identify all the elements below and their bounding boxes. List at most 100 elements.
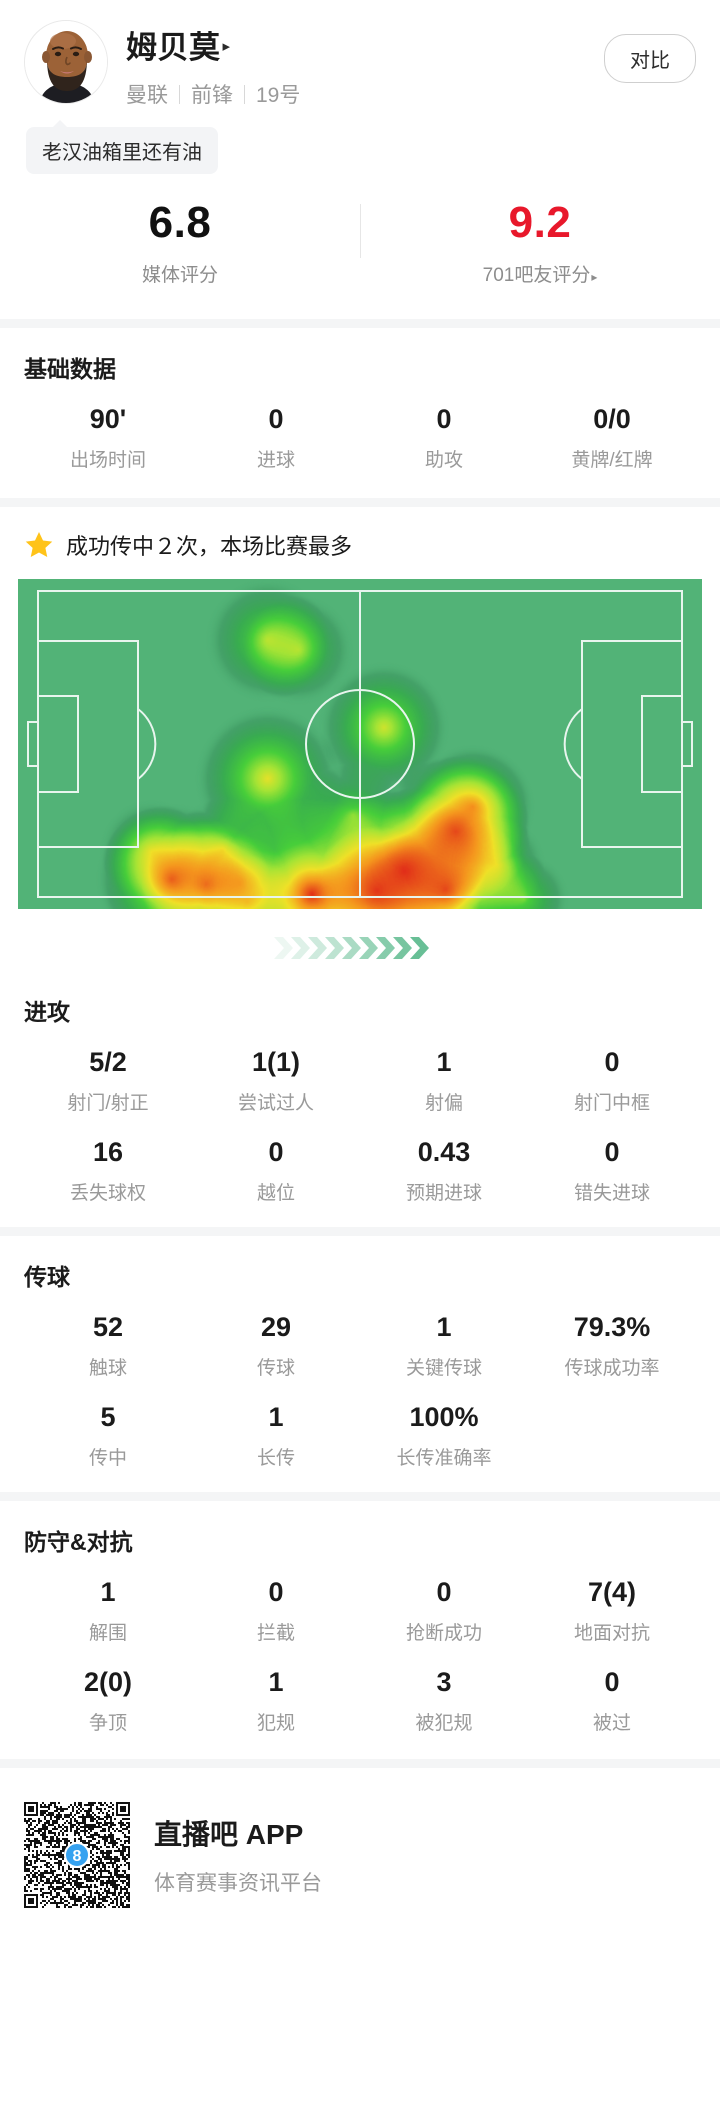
stat-label: 犯规	[256, 1713, 295, 1734]
section-attack: 进攻 5/2 射门/射正 1(1) 尝试过人 1 射偏 0 射门中框 16 丢失球权 0 越…	[0, 971, 720, 1211]
stat-label: 尝试过人	[237, 1093, 314, 1114]
fan-rating-value: 9.2	[508, 198, 572, 247]
section-separator	[0, 1227, 720, 1236]
fan-rating-label: 701吧友评分▸	[360, 260, 720, 287]
stat-cell: 0 射门中框	[528, 1031, 696, 1121]
stat-cell: 0 拦截	[192, 1561, 360, 1651]
stat-cell: 7(4) 地面对抗	[528, 1561, 696, 1651]
app-info: 直播吧 APP 体育赛事资讯平台	[154, 1813, 322, 1897]
stat-value: 0	[604, 1047, 620, 1077]
section-separator	[0, 1759, 720, 1768]
section-basic-data: 基础数据 90' 出场时间 0 进球 0 助攻 0/0 黄牌/红牌	[0, 328, 720, 478]
stat-cell: 16 丢失球权	[24, 1121, 192, 1211]
stat-label: 错失进球	[573, 1183, 650, 1204]
stat-cell: 0 错失进球	[528, 1121, 696, 1211]
stat-value: 100%	[409, 1402, 479, 1432]
pitch-lines	[27, 590, 693, 898]
star-icon	[25, 532, 53, 557]
stat-label: 传中	[88, 1448, 127, 1469]
stat-cell: 0 越位	[192, 1121, 360, 1211]
qr-badge: 8	[64, 1842, 90, 1868]
section-separator	[0, 319, 720, 328]
stat-cell: 0 助攻	[360, 388, 528, 478]
section-defense: 防守&对抗 1 解围 0 拦截 0 抢断成功 7(4) 地面对抗 2(0) 争顶 1 犯规 …	[0, 1501, 720, 1741]
stat-label: 长传准确率	[396, 1448, 492, 1469]
section-separator	[0, 1492, 720, 1501]
stat-cell: 0 进球	[192, 388, 360, 478]
attack-stat-grid: 5/2 射门/射正 1(1) 尝试过人 1 射偏 0 射门中框 16 丢失球权 0 越位 0…	[24, 1031, 696, 1211]
avatar-portrait-icon	[25, 21, 107, 103]
stat-value: 1	[268, 1402, 284, 1432]
stat-label: 进球	[256, 450, 295, 471]
player-position: 前锋	[191, 84, 233, 107]
pitch-heatmap[interactable]	[18, 579, 702, 909]
tagline-wrap: 老汉油箱里还有油	[0, 109, 720, 174]
app-promo-footer: 8 直播吧 APP 体育赛事资讯平台	[0, 1768, 720, 1908]
stat-label: 射偏	[424, 1093, 463, 1114]
stat-cell: 1 长传	[192, 1386, 360, 1476]
stat-label: 被犯规	[415, 1713, 473, 1734]
stat-label: 助攻	[424, 450, 463, 471]
stat-value: 16	[92, 1137, 124, 1167]
stat-cell: 1 射偏	[360, 1031, 528, 1121]
fan-rating[interactable]: 9.2 701吧友评分▸	[360, 198, 720, 287]
stat-value: 0	[604, 1667, 620, 1697]
stat-label: 射门/射正	[67, 1093, 149, 1114]
stat-value: 79.3%	[573, 1312, 651, 1342]
stat-value: 0	[604, 1137, 620, 1167]
media-rating: 6.8 媒体评分	[0, 198, 360, 287]
stat-cell: 1 犯规	[192, 1651, 360, 1741]
compare-button[interactable]: 对比	[604, 34, 696, 83]
stat-value: 5/2	[89, 1047, 127, 1077]
section-title-passing: 传球	[24, 1264, 70, 1290]
stat-value: 90'	[89, 404, 127, 434]
highlight-text: 成功传中２次，本场比赛最多	[66, 534, 353, 559]
stat-value: 3	[436, 1667, 452, 1697]
stat-label: 拦截	[256, 1623, 295, 1644]
stat-value: 0	[268, 1137, 284, 1167]
player-shirt-number: 19号	[256, 84, 301, 107]
stat-label: 出场时间	[69, 450, 146, 471]
basic-stat-grid: 90' 出场时间 0 进球 0 助攻 0/0 黄牌/红牌	[24, 388, 696, 478]
stat-label: 丢失球权	[69, 1183, 146, 1204]
passing-stat-grid: 52 触球 29 传球 1 关键传球 79.3% 传球成功率 5 传中 1 长传 100% 长…	[24, 1296, 696, 1476]
stat-cell: 52 触球	[24, 1296, 192, 1386]
chevron-right-icon: ▸	[222, 38, 231, 55]
stat-value: 0.43	[417, 1137, 471, 1167]
stat-cell: 29 传球	[192, 1296, 360, 1386]
stat-value: 5	[100, 1402, 116, 1432]
stat-cell-empty	[528, 1386, 696, 1476]
app-description: 体育赛事资讯平台	[154, 1872, 322, 1895]
stat-label: 传球成功率	[564, 1358, 660, 1379]
player-subinfo: 曼联 前锋 19号	[126, 79, 696, 109]
stat-value: 7(4)	[587, 1577, 636, 1607]
stat-cell: 0 被过	[528, 1651, 696, 1741]
stat-label: 越位	[256, 1183, 295, 1204]
section-passing: 传球 52 触球 29 传球 1 关键传球 79.3% 传球成功率 5 传中 1 长传 10…	[0, 1236, 720, 1476]
avatar[interactable]	[24, 20, 108, 104]
stat-cell: 100% 长传准确率	[360, 1386, 528, 1476]
stat-value: 0	[436, 404, 452, 434]
stat-cell: 5 传中	[24, 1386, 192, 1476]
divider	[179, 84, 180, 104]
heatmap-section	[0, 579, 720, 971]
stat-label: 抢断成功	[405, 1623, 482, 1644]
stat-label: 关键传球	[405, 1358, 482, 1379]
section-title-basic: 基础数据	[24, 356, 116, 382]
stat-label: 争顶	[88, 1713, 127, 1734]
qr-code[interactable]: 8	[24, 1802, 130, 1908]
section-title-attack: 进攻	[24, 999, 70, 1025]
stat-value: 2(0)	[83, 1667, 132, 1697]
stat-cell: 0 抢断成功	[360, 1561, 528, 1651]
player-name-row[interactable]: 姆贝莫 ▸	[126, 22, 696, 67]
stat-value: 29	[260, 1312, 292, 1342]
section-separator	[0, 498, 720, 507]
stat-label: 预期进球	[405, 1183, 482, 1204]
ratings-divider	[360, 204, 361, 258]
media-rating-label: 媒体评分	[141, 265, 218, 286]
player-name: 姆贝莫	[126, 30, 221, 65]
stat-cell: 1 解围	[24, 1561, 192, 1651]
stat-value: 1	[436, 1047, 452, 1077]
chevron-right-arrows-icon	[274, 937, 429, 959]
